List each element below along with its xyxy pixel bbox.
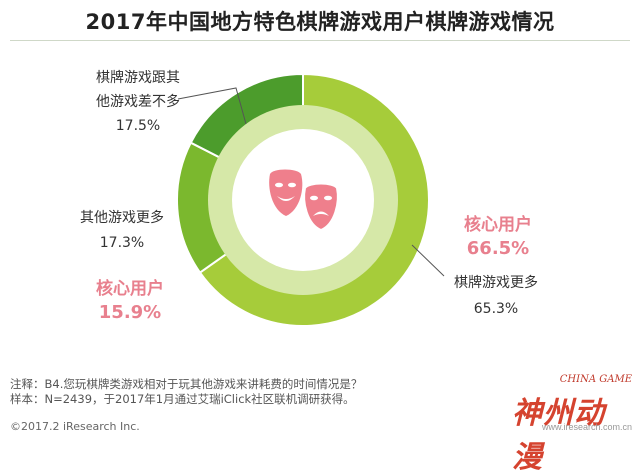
title-divider bbox=[10, 40, 630, 41]
chart-title: 2017年中国地方特色棋牌游戏用户棋牌游戏情况 bbox=[85, 10, 555, 34]
label-other-pct: 17.3% bbox=[99, 235, 145, 251]
logo-cn-text: 神州动漫 bbox=[512, 396, 605, 475]
core-users-left-value: 15.9% bbox=[98, 302, 162, 323]
leader-line-same bbox=[177, 87, 247, 125]
donut-chart bbox=[176, 72, 445, 327]
logo-url-text: www.iresearch.com.cn bbox=[541, 422, 632, 432]
core-users-left-name: 核心用户 bbox=[96, 279, 164, 299]
footnotes: 注释：B4.您玩棋牌类游戏相对于玩其他游戏来讲耗费的时间情况是？ 样本：N=24… bbox=[10, 377, 362, 407]
watermark-logo: CHINA GAME 神州动漫 www.iresearch.com.cn bbox=[512, 368, 640, 475]
label-other: 其他游戏更多 17.3% bbox=[62, 206, 182, 256]
label-more-line1: 棋牌游戏更多 bbox=[454, 275, 538, 291]
label-same: 棋牌游戏跟其 他游戏差不多 17.5% bbox=[78, 66, 198, 138]
logo-en-text: CHINA GAME bbox=[559, 374, 632, 385]
label-more-pct: 65.3% bbox=[473, 301, 519, 317]
leader-line-more bbox=[411, 244, 445, 277]
core-users-right-name: 核心用户 bbox=[464, 215, 532, 235]
center-disc bbox=[232, 129, 374, 271]
core-users-left: 核心用户 15.9% bbox=[80, 277, 180, 325]
label-other-line1: 其他游戏更多 bbox=[80, 210, 164, 226]
footnote-sample: 样本：N=2439，于2017年1月通过艾瑞iClick社区联机调研获得。 bbox=[10, 392, 355, 406]
label-same-line1: 棋牌游戏跟其 bbox=[96, 70, 180, 86]
copyright: ©2017.2 iResearch Inc. bbox=[10, 420, 140, 433]
core-users-right: 核心用户 66.5% bbox=[448, 213, 548, 261]
drama-masks-icon bbox=[269, 169, 339, 232]
leader-lines bbox=[177, 87, 445, 277]
label-same-line2: 他游戏差不多 bbox=[96, 94, 180, 110]
label-more: 棋牌游戏更多 65.3% bbox=[436, 270, 556, 322]
footnote-question: 注释：B4.您玩棋牌类游戏相对于玩其他游戏来讲耗费的时间情况是？ bbox=[10, 377, 363, 391]
label-same-pct: 17.5% bbox=[115, 118, 161, 134]
core-users-right-value: 66.5% bbox=[466, 238, 530, 259]
